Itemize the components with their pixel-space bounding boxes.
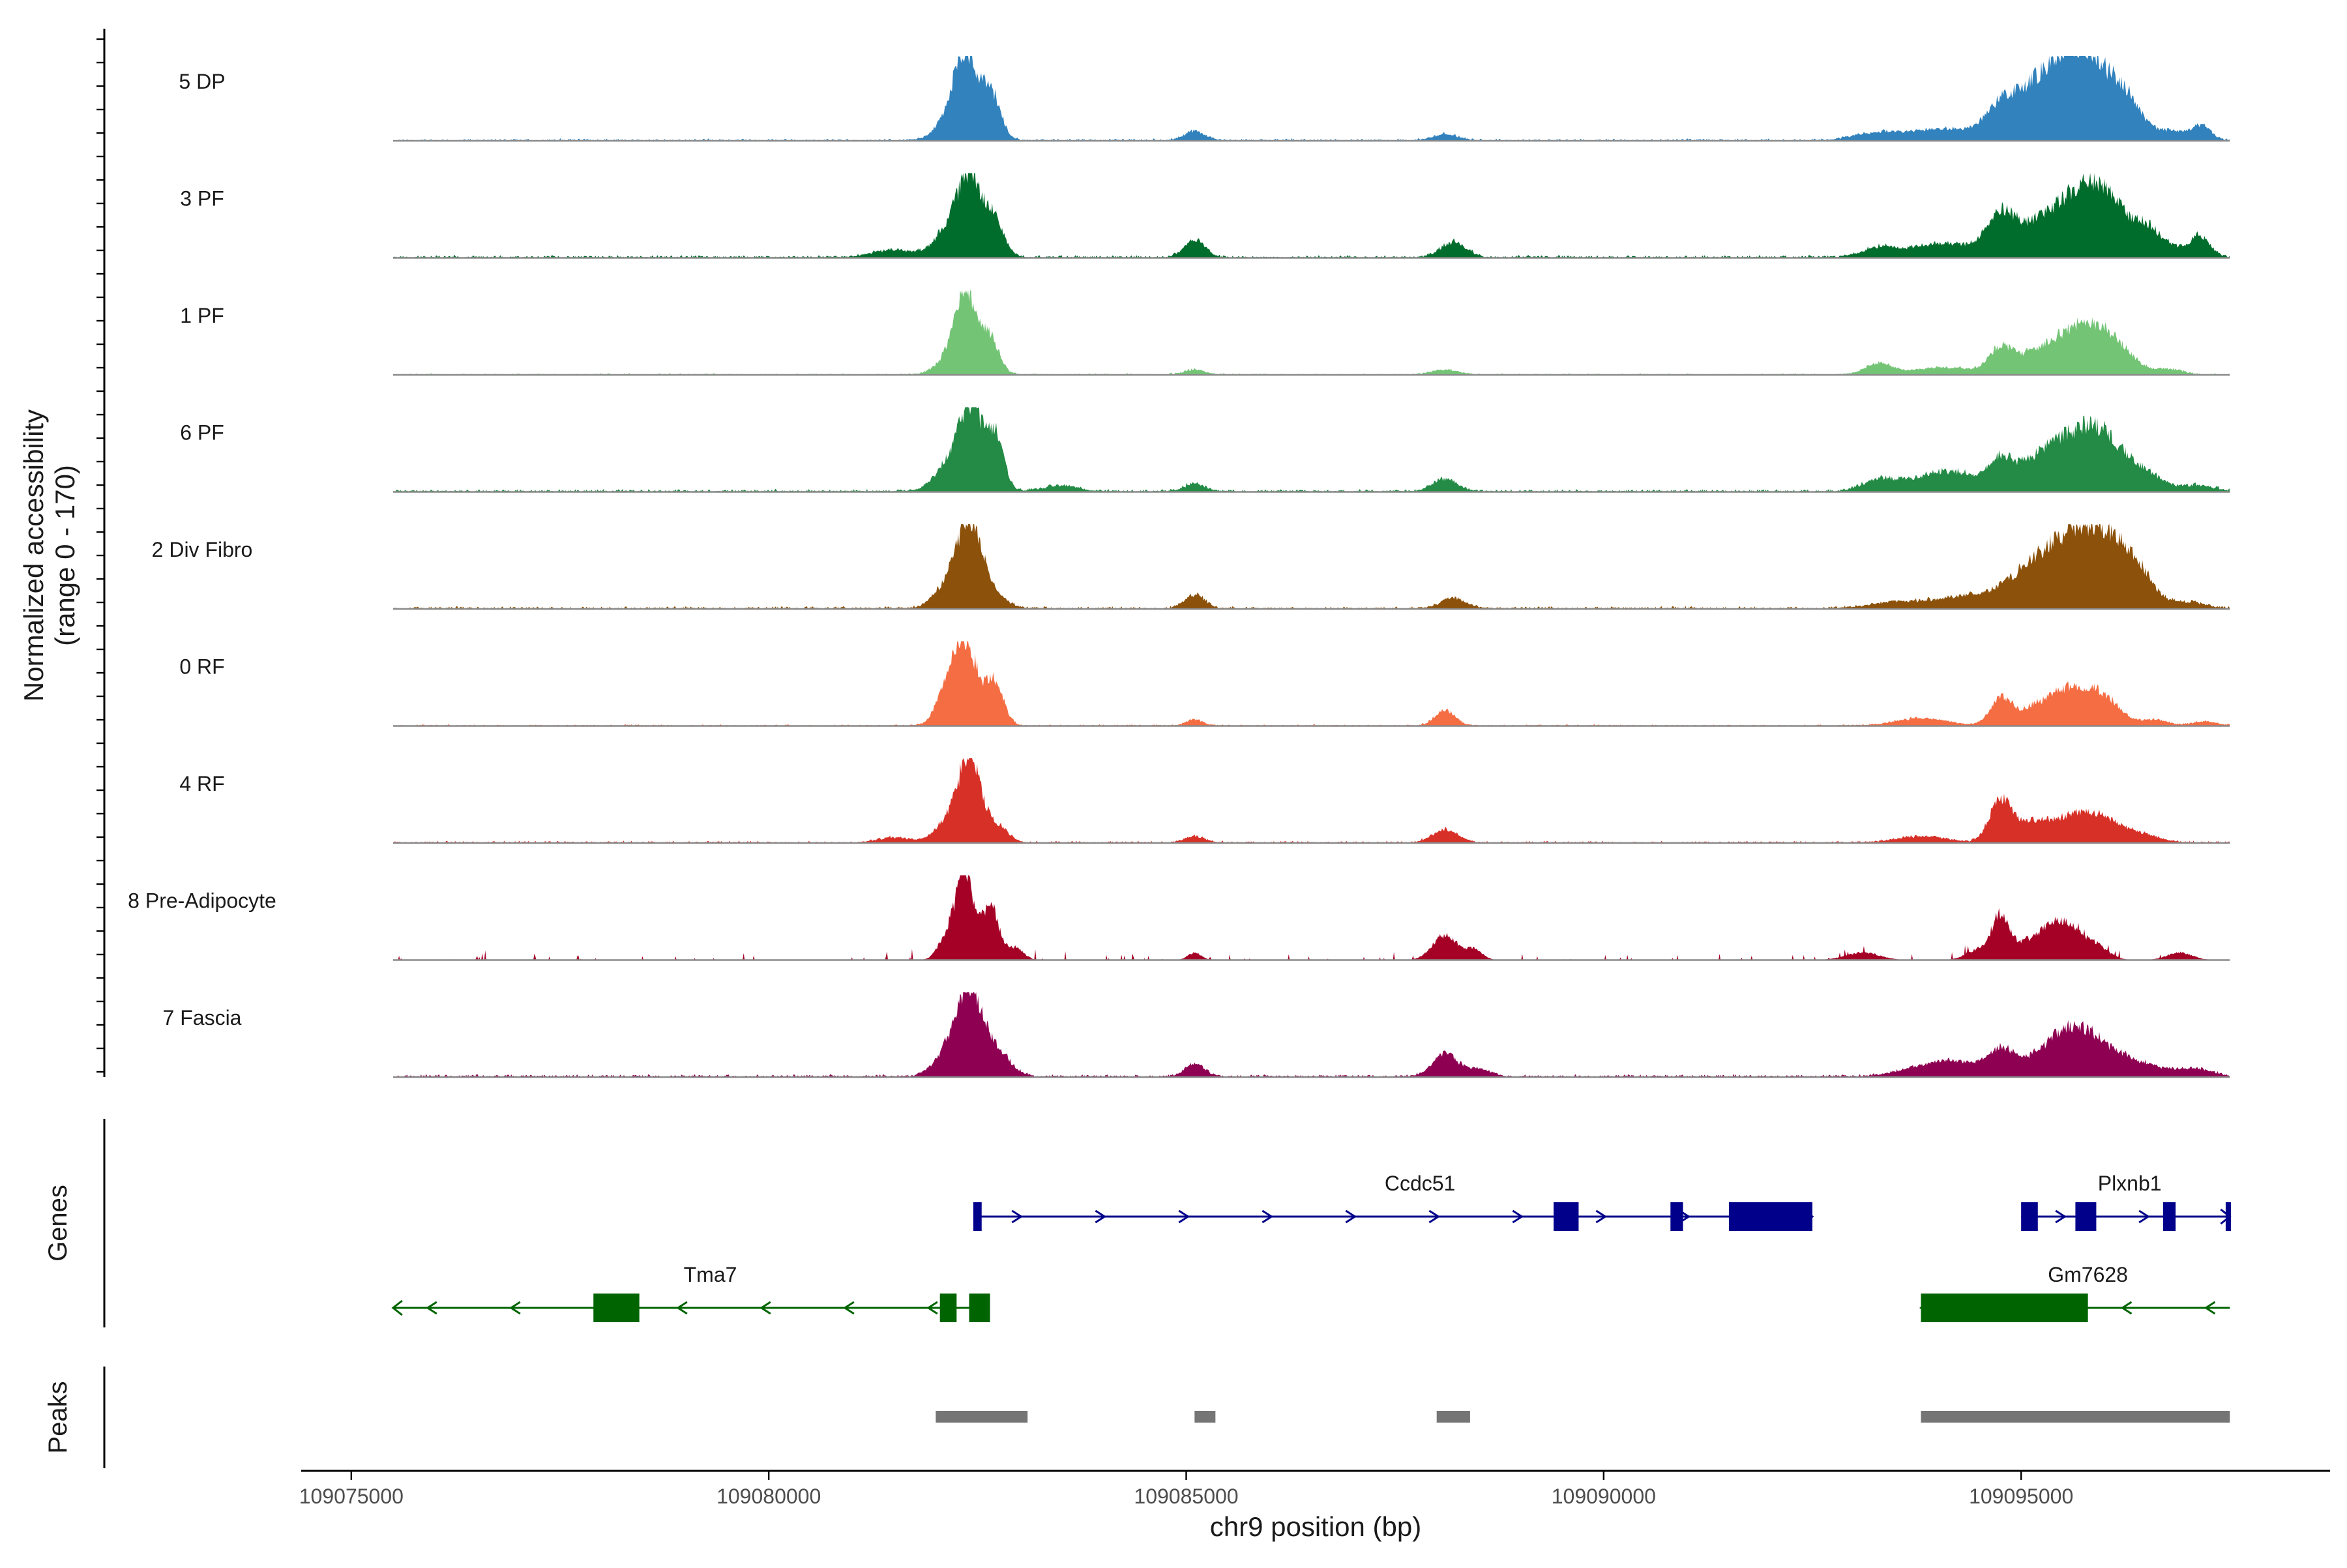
peak-region: [1921, 1411, 2230, 1423]
track-label: 5 DP: [179, 70, 225, 93]
x-axis-ticks: 109075000 109080000 109085000 109090000 1090…: [299, 1471, 2073, 1508]
strand-arrow: [1428, 1209, 1441, 1224]
exon: [2021, 1202, 2038, 1231]
genes-track: Ccdc51 Plxnb1 Tma7 Gm7628: [391, 1172, 2232, 1322]
track-label: 3 PF: [180, 187, 224, 211]
x-axis-tick-label: 109090000: [1552, 1485, 1656, 1508]
strand-arrow: [391, 1299, 403, 1316]
x-axis-tick-label: 109080000: [716, 1485, 821, 1508]
strand-arrow: [2120, 1301, 2133, 1315]
gene-label: Gm7628: [2048, 1263, 2128, 1286]
track-1-pf: 1 PF: [180, 290, 2230, 376]
exon: [593, 1294, 640, 1322]
coverage-area: [392, 290, 2230, 375]
exon: [1921, 1294, 2088, 1322]
track-7-fascia: 7 Fascia: [163, 992, 2230, 1078]
track-2-div-fibro: 2 Div Fibro: [152, 524, 2230, 610]
gene-gm7628: Gm7628: [1919, 1263, 2230, 1322]
strand-arrow: [509, 1301, 521, 1315]
strand-arrow: [2055, 1209, 2067, 1224]
exon: [939, 1294, 957, 1322]
track-label: 2 Div Fibro: [152, 538, 253, 561]
coverage-area: [392, 173, 2230, 258]
strand-arrow: [1011, 1209, 1024, 1224]
x-axis-tick-label: 109085000: [1134, 1485, 1238, 1508]
track-label: 6 PF: [180, 421, 224, 445]
track-6-pf: 6 PF: [180, 407, 2230, 493]
coverage-area: [392, 641, 2230, 726]
peaks-track: [936, 1411, 2230, 1423]
gene-ccdc51: Ccdc51: [973, 1172, 1814, 1231]
strand-arrow: [1595, 1209, 1608, 1224]
gene-tma7: Tma7: [391, 1263, 990, 1322]
track-label: 4 RF: [179, 772, 224, 795]
y-axis-title-line-1: Normalized accessibility: [18, 409, 49, 702]
track-label: 8 Pre-Adipocyte: [128, 889, 276, 913]
exon: [973, 1202, 982, 1231]
track-4-rf: 4 RF: [179, 758, 2230, 844]
x-axis-tick-label: 109095000: [1969, 1485, 2073, 1508]
gene-plxnb1: Plxnb1: [2021, 1172, 2232, 1231]
peak-region: [936, 1411, 1028, 1423]
strand-arrow: [2138, 1209, 2150, 1224]
strand-arrow: [1345, 1209, 1357, 1224]
peak-region: [1194, 1411, 1216, 1423]
exon: [1553, 1202, 1579, 1231]
coverage-y-axis-ticks: [96, 38, 104, 1073]
peak-region: [1436, 1411, 1470, 1423]
track-5-dp: 5 DP: [179, 56, 2230, 142]
strand-arrow: [676, 1301, 688, 1315]
y-axis-title-line-2: (range 0 - 170): [50, 465, 80, 646]
exon: [2225, 1202, 2231, 1231]
exon: [2162, 1202, 2176, 1231]
strand-arrow: [1095, 1209, 1107, 1224]
exon: [969, 1294, 990, 1322]
track-label: 1 PF: [180, 304, 224, 327]
strand-arrow: [926, 1301, 938, 1315]
track-3-pf: 3 PF: [180, 173, 2230, 259]
x-axis-title: chr9 position (bp): [1210, 1511, 1422, 1542]
peaks-panel-title: Peaks: [44, 1381, 72, 1453]
track-0-rf: 0 RF: [179, 641, 2230, 727]
track-8-pre-adipocyte: 8 Pre-Adipocyte: [128, 875, 2230, 961]
strand-arrow: [426, 1301, 437, 1315]
strand-arrow: [2204, 1301, 2216, 1315]
coverage-area: [392, 407, 2230, 492]
exon: [1670, 1202, 1683, 1231]
coverage-area: [392, 875, 2230, 960]
exon: [1728, 1202, 1812, 1231]
strand-arrow: [1512, 1209, 1524, 1224]
track-label: 7 Fascia: [163, 1006, 242, 1029]
gene-label: Tma7: [684, 1263, 737, 1286]
coverage-tracks: 5 DP 3 PF 1 PF 6 PF 2 Div Fibro 0 RF 4 RF 8 Pre…: [128, 56, 2230, 1078]
gene-label: Plxnb1: [2098, 1172, 2162, 1195]
strand-arrow: [1178, 1209, 1190, 1224]
strand-arrow: [760, 1301, 771, 1315]
strand-arrow: [1262, 1209, 1274, 1224]
coverage-area: [392, 524, 2230, 609]
coverage-area: [392, 56, 2230, 141]
x-axis-tick-label: 109075000: [299, 1485, 404, 1508]
exon: [2075, 1202, 2097, 1231]
strand-arrow: [843, 1301, 855, 1315]
track-label: 0 RF: [179, 655, 224, 679]
genes-panel-title: Genes: [44, 1185, 72, 1262]
gene-label: Ccdc51: [1385, 1172, 1456, 1195]
coverage-area: [392, 758, 2230, 843]
coverage-y-axis-title: Normalized accessibility (range 0 - 170): [18, 409, 80, 702]
coverage-area: [392, 992, 2230, 1077]
